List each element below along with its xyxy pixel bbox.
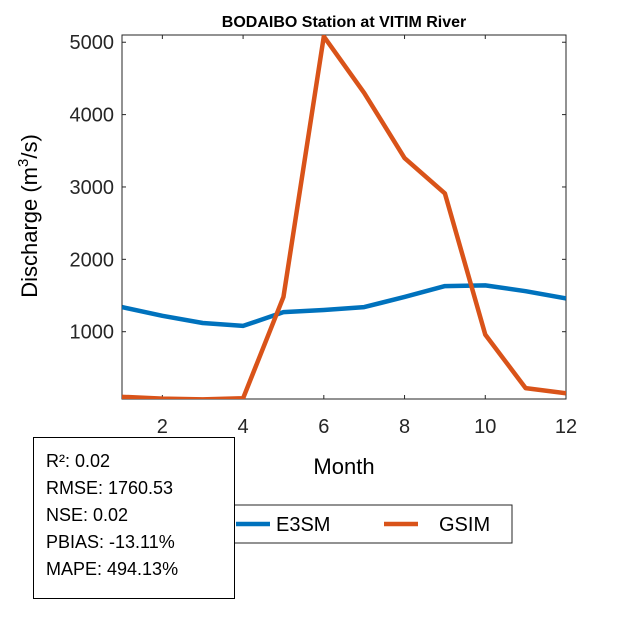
stats-box: R²: 0.02 RMSE: 1760.53 NSE: 0.02 PBIAS: … (33, 437, 235, 599)
x-tick-label: 4 (238, 416, 249, 438)
x-tick-label: 8 (399, 416, 410, 438)
y-axis-label-end: /s) (17, 134, 42, 158)
x-tick-label: 10 (474, 416, 496, 438)
chart-title: BODAIBO Station at VITIM River (222, 14, 466, 31)
series-line-gsim (122, 35, 566, 399)
stat-rmse: RMSE: 1760.53 (46, 478, 174, 498)
x-tick-label: 2 (157, 416, 168, 438)
x-tick-label: 6 (318, 416, 329, 438)
legend: E3SM GSIM (199, 504, 513, 544)
stat-r2: R²: 0.02 (46, 451, 111, 471)
plot-area (121, 34, 567, 400)
y-tick-label: 4000 (70, 105, 115, 127)
y-tick-label: 5000 (70, 32, 115, 54)
series-line-e3sm (122, 283, 566, 329)
y-axis-label: Discharge (m3/s) (15, 134, 42, 298)
legend-label-e3sm: E3SM (276, 514, 330, 536)
legend-label-gsim: GSIM (439, 514, 490, 536)
y-tick-label: 2000 (70, 249, 115, 271)
y-axis-label-main: Discharge (m (17, 167, 42, 298)
stat-mape: MAPE: 494.13% (46, 559, 179, 579)
x-tick-label: 12 (555, 416, 577, 438)
stat-pbias: PBIAS: -13.11% (46, 532, 175, 552)
y-axis-label-sup: 3 (15, 159, 32, 167)
x-axis-label: Month (313, 454, 374, 479)
y-tick-label: 1000 (70, 322, 115, 344)
y-tick-label: 3000 (70, 177, 115, 199)
stat-nse: NSE: 0.02 (46, 505, 129, 525)
